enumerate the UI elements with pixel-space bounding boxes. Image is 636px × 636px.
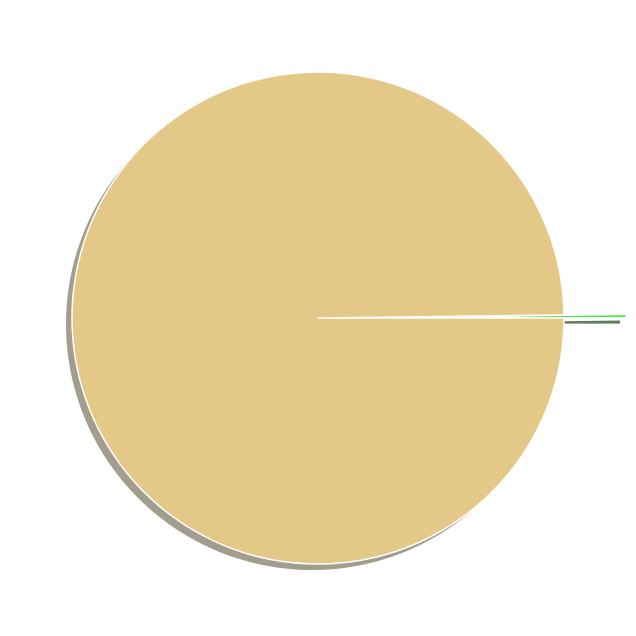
pie-slices [71, 71, 627, 565]
pie-slice-1 [71, 71, 565, 565]
